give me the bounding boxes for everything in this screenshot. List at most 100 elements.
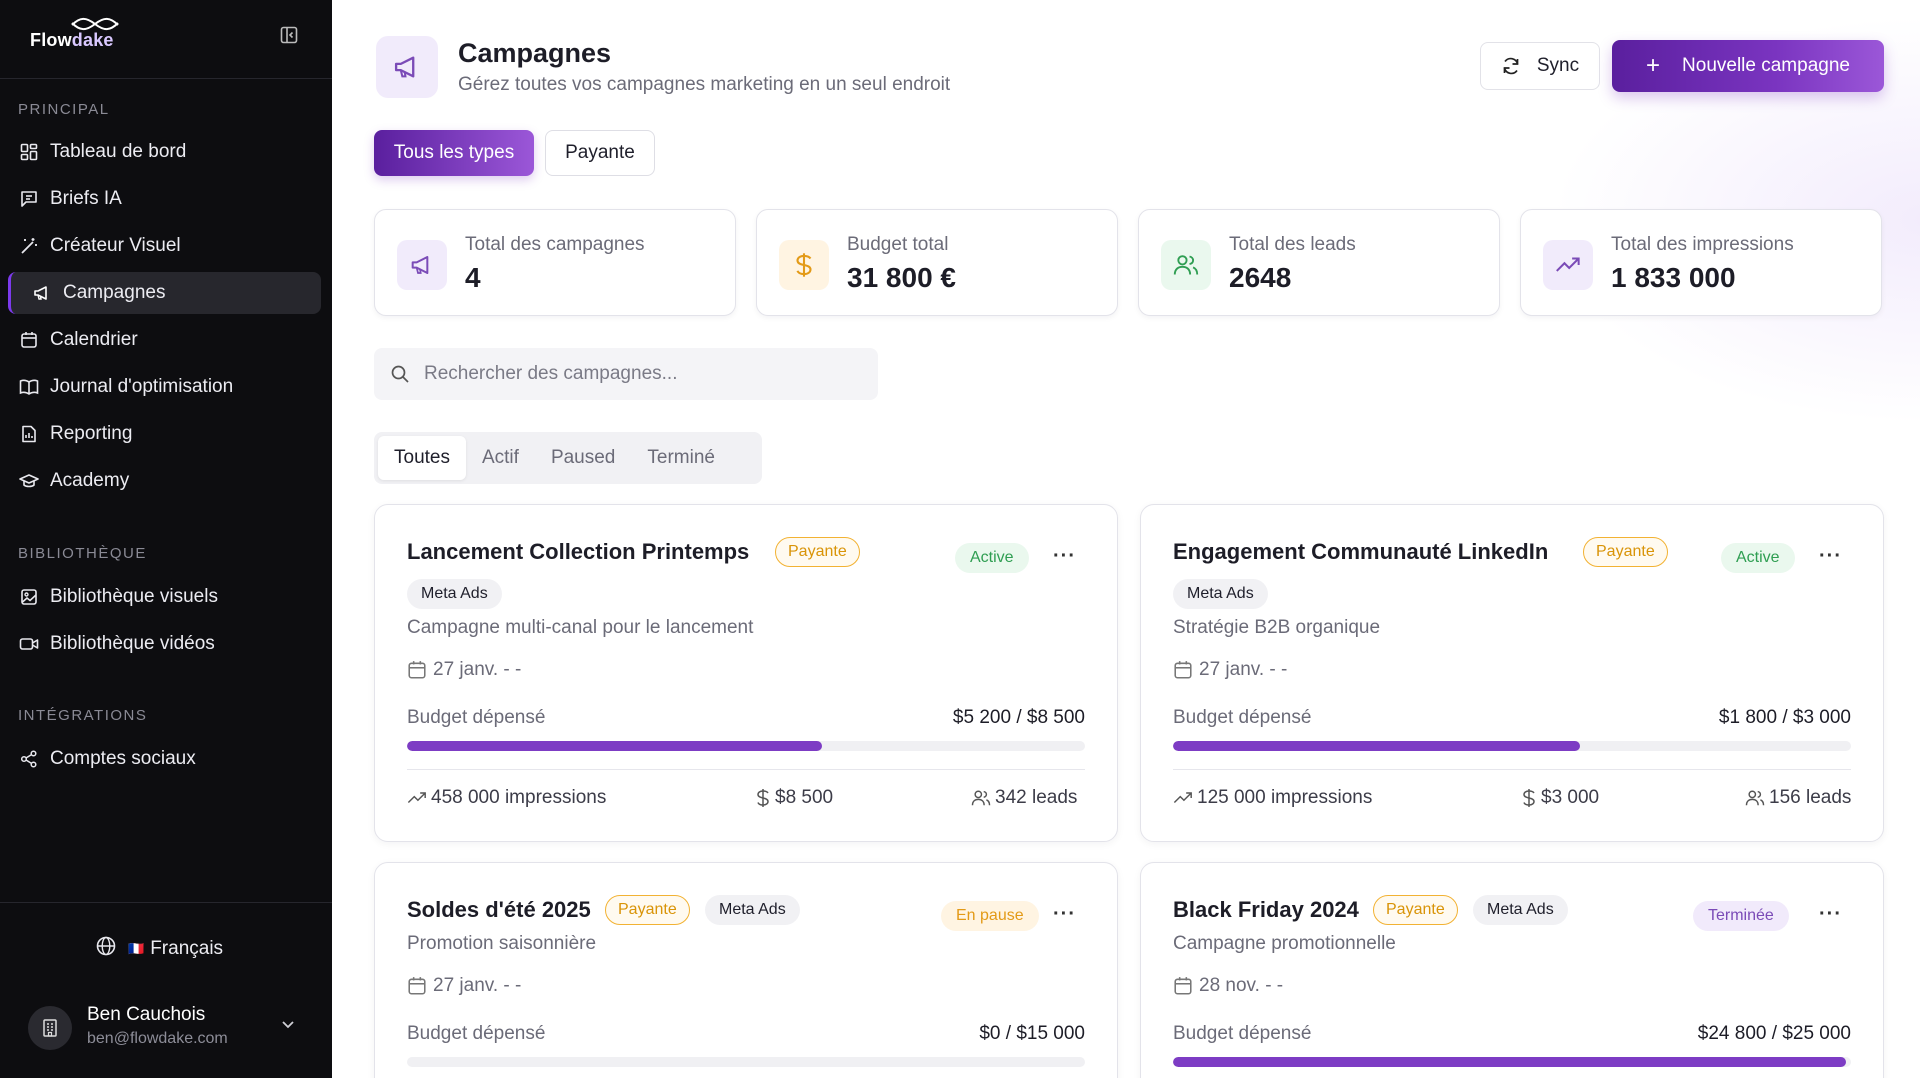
app-logo[interactable]: Flowdake [30, 14, 140, 54]
budget-value: $1 800 / $3 000 [1718, 707, 1851, 728]
stat-card-impressions: Total des impressions 1 833 000 [1520, 209, 1882, 316]
sidebar-item-campaigns[interactable]: Campagnes [8, 272, 321, 314]
budget-progress-bar [1173, 1057, 1851, 1067]
panel-left-icon [280, 26, 298, 44]
campaign-card[interactable]: Black Friday 2024 Payante Meta Ads Termi… [1140, 862, 1884, 1078]
campaign-card[interactable]: Engagement Communauté LinkedIn Payante A… [1140, 504, 1884, 842]
budget-progress-bar [407, 1057, 1085, 1067]
platform-badge: Meta Ads [705, 895, 800, 925]
sidebar-item-label: Campagnes [63, 282, 166, 303]
budget-progress-bar [1173, 741, 1851, 751]
budget-progress-fill [1173, 741, 1580, 751]
filter-paid[interactable]: Payante [545, 130, 655, 176]
budget-text: $3 000 [1541, 787, 1600, 808]
page-title: Campagnes [458, 38, 612, 68]
sidebar-item-label: Comptes sociaux [50, 748, 196, 769]
search-input[interactable] [424, 363, 844, 385]
date-text: 27 janv. - - [433, 659, 522, 680]
sync-label: Sync [1536, 55, 1580, 76]
plus-icon: + [1646, 52, 1661, 79]
leads-metric: 156 leads [1745, 787, 1851, 809]
users-icon [971, 790, 991, 806]
avatar [28, 1006, 72, 1050]
campaign-card[interactable]: Soldes d'été 2025 Payante Meta Ads En pa… [374, 862, 1118, 1078]
calendar-icon [408, 661, 426, 679]
magic-wand-icon [18, 235, 40, 257]
sidebar-item-label: Academy [50, 470, 130, 491]
campaign-description: Campagne promotionnelle [1173, 933, 1396, 954]
campaign-description: Campagne multi-canal pour le lancement [407, 617, 754, 638]
stat-card-leads: Total des leads 2648 [1138, 209, 1500, 316]
calendar-icon [408, 977, 426, 995]
sidebar-divider [0, 78, 332, 79]
leads-text: 342 leads [995, 787, 1078, 808]
stat-label: Total des campagnes [465, 234, 645, 255]
stat-value: 4 [465, 262, 481, 293]
campaign-date: 27 janv. - - [407, 975, 521, 997]
image-icon [18, 586, 40, 608]
more-options-icon[interactable]: ··· [1053, 903, 1076, 925]
users-icon [1161, 240, 1211, 290]
more-options-icon[interactable]: ··· [1053, 545, 1076, 567]
sidebar-item-label: Calendrier [50, 329, 138, 350]
sidebar-item-calendar[interactable]: Calendrier [8, 319, 321, 361]
sidebar-divider [0, 902, 332, 903]
search-icon [391, 365, 409, 383]
refresh-icon [1503, 57, 1519, 75]
stat-label: Budget total [847, 234, 949, 255]
dollar-icon [757, 789, 769, 807]
section-label-library: BIBLIOTHÈQUE [18, 545, 147, 562]
sidebar-item-briefs[interactable]: Briefs IA [8, 178, 321, 220]
new-campaign-button[interactable]: + Nouvelle campagne [1612, 40, 1884, 92]
tab-active[interactable]: Actif [481, 447, 519, 468]
budget-label: Budget dépensé [407, 1023, 546, 1044]
sidebar-item-reporting[interactable]: Reporting [8, 413, 321, 455]
date-text: 27 janv. - - [433, 975, 522, 996]
budget-value: $24 800 / $25 000 [1697, 1023, 1851, 1044]
campaign-title: Soldes d'été 2025 [407, 897, 591, 922]
campaign-date: 27 janv. - - [1173, 659, 1287, 681]
stat-card-budget: Budget total 31 800 € [756, 209, 1118, 316]
video-icon [18, 633, 40, 655]
campaign-date: 27 janv. - - [407, 659, 521, 681]
stat-card-campaigns: Total des campagnes 4 [374, 209, 736, 316]
sidebar-item-label: Journal d'optimisation [50, 376, 234, 397]
impressions-metric: 125 000 impressions [1173, 787, 1372, 809]
collapse-sidebar-button[interactable] [278, 24, 300, 46]
campaign-card[interactable]: Lancement Collection Printemps Payante A… [374, 504, 1118, 842]
sidebar-item-optimization-journal[interactable]: Journal d'optimisation [8, 366, 321, 408]
tab-paused[interactable]: Paused [550, 447, 616, 468]
sidebar-item-video-library[interactable]: Bibliothèque vidéos [8, 623, 321, 665]
sidebar-item-dashboard[interactable]: Tableau de bord [8, 131, 321, 173]
budget-progress-fill [407, 741, 822, 751]
page-subtitle: Gérez toutes vos campagnes marketing en … [458, 74, 951, 95]
user-menu[interactable]: Ben Cauchois ben@flowdake.com [28, 1000, 308, 1056]
users-icon [1745, 790, 1765, 806]
section-label-principal: PRINCIPAL [18, 101, 110, 118]
budget-value: $0 / $15 000 [979, 1023, 1085, 1044]
tab-all[interactable]: Toutes [378, 436, 466, 480]
status-tabs: Toutes Actif Paused Terminé [374, 432, 762, 484]
stat-value: 1 833 000 [1611, 262, 1736, 293]
budget-value: $5 200 / $8 500 [952, 707, 1085, 728]
type-badge: Payante [1373, 895, 1458, 925]
more-options-icon[interactable]: ··· [1819, 545, 1842, 567]
type-badge: Payante [775, 537, 860, 567]
campaign-description: Stratégie B2B organique [1173, 617, 1381, 638]
user-email: ben@flowdake.com [87, 1030, 228, 1047]
budget-metric: $8 500 [755, 787, 833, 809]
sidebar-item-visual-creator[interactable]: Créateur Visuel [8, 225, 321, 267]
megaphone-icon [394, 56, 415, 78]
sidebar-item-visual-library[interactable]: Bibliothèque visuels [8, 576, 321, 618]
platform-badge: Meta Ads [1473, 895, 1568, 925]
logo-text: Flowdake [30, 30, 114, 50]
sidebar-item-social-accounts[interactable]: Comptes sociaux [8, 738, 321, 780]
more-options-icon[interactable]: ··· [1819, 903, 1842, 925]
language-selector[interactable]: 🇫🇷 Français [96, 936, 223, 962]
filter-all-types[interactable]: Tous les types [374, 130, 534, 176]
tab-finished[interactable]: Terminé [647, 447, 715, 468]
chevron-down-icon [282, 1021, 294, 1029]
search-box [374, 348, 878, 400]
sidebar-item-academy[interactable]: Academy [8, 460, 321, 502]
sync-button[interactable]: Sync [1480, 42, 1600, 90]
